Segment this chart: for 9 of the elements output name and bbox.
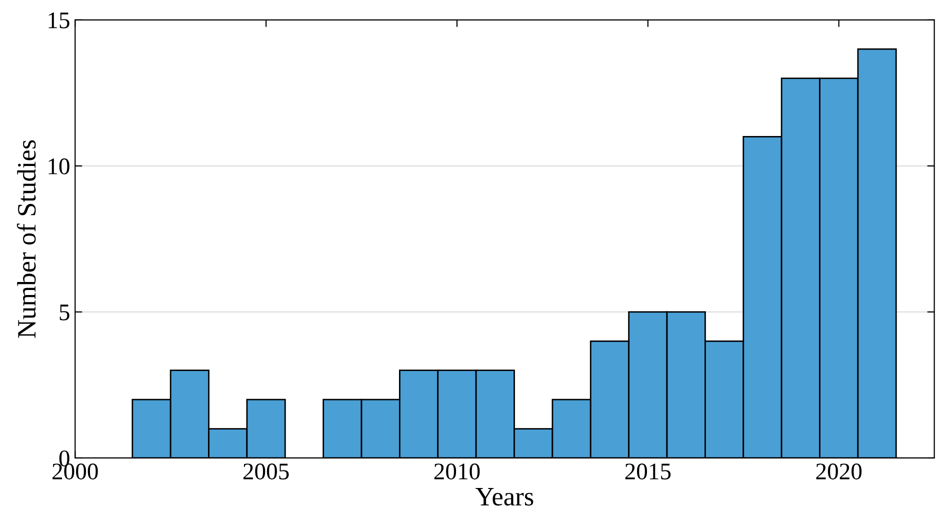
x-tick-label: 2005 <box>243 464 289 480</box>
y-tick-label: 5 <box>60 304 70 320</box>
x-tick-label: 2015 <box>625 464 671 480</box>
x-axis-title: Years <box>476 488 534 506</box>
y-tick-label: 10 <box>48 158 70 174</box>
y-tick-label: 15 <box>48 12 70 28</box>
x-tick-label: 2010 <box>434 464 480 480</box>
y-axis-title: Number of Studies <box>16 140 36 338</box>
x-tick-label: 2020 <box>816 464 862 480</box>
